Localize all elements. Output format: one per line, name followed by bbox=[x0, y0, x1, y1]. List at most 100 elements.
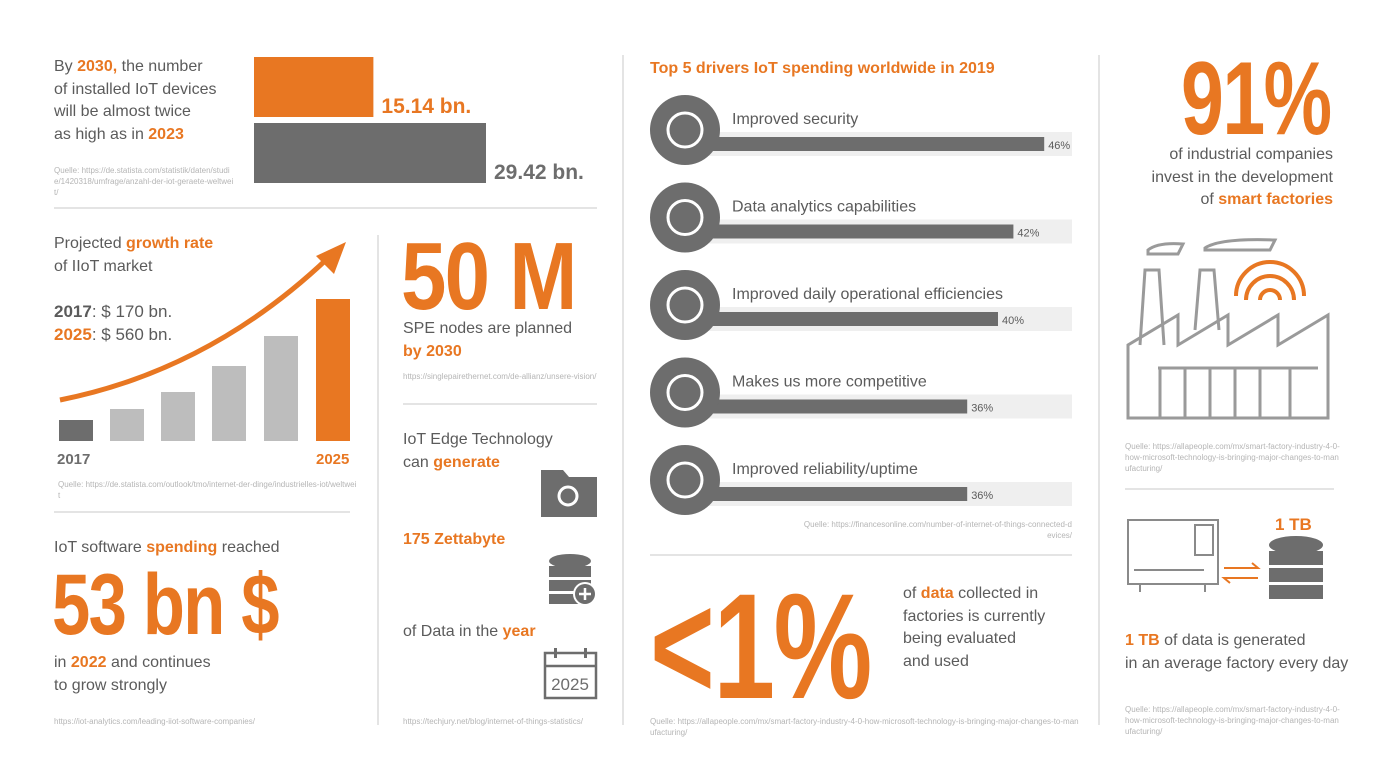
icon-shape bbox=[1269, 585, 1323, 599]
text-run: of Data in the bbox=[403, 623, 503, 640]
text-run: By bbox=[54, 58, 78, 75]
text-run: : $ 170 bn. bbox=[91, 302, 173, 321]
growth-illustration bbox=[59, 242, 350, 441]
text-run: year bbox=[502, 623, 536, 640]
edge-text: of Data in the year bbox=[403, 621, 536, 644]
terabyte-text: 1 TB of data is generated in an average f… bbox=[1125, 630, 1348, 675]
big-number: 53 bn $ bbox=[52, 557, 279, 653]
value-label: 42% bbox=[1017, 228, 1039, 240]
icon-shape bbox=[557, 485, 579, 507]
icon-shape bbox=[110, 409, 144, 441]
source: Quelle: https://allapeople.com/mx/smart-… bbox=[1125, 442, 1340, 473]
text-run: smart factories bbox=[1218, 191, 1333, 208]
text-run: IoT Edge Technology bbox=[403, 431, 553, 448]
text-run: of industrial companies bbox=[1169, 146, 1333, 163]
axis-label: 2025 bbox=[316, 451, 349, 468]
source: Quelle: https://allapeople.com/mx/smart-… bbox=[1125, 705, 1340, 736]
value-label: 46% bbox=[1048, 140, 1070, 152]
source: https://singlepairethernet.com/de-allian… bbox=[403, 372, 597, 381]
spending-text: in 2022 and continues to grow strongly bbox=[54, 652, 211, 697]
icon-shape bbox=[1221, 562, 1261, 584]
icon-shape bbox=[1234, 260, 1306, 301]
text-run: and used bbox=[903, 652, 969, 670]
text-run: of IIoT market bbox=[54, 257, 153, 275]
value-label: 36% bbox=[971, 490, 993, 502]
spe-text: SPE nodes are planned by 2030 bbox=[403, 318, 572, 363]
icon-shape bbox=[549, 580, 591, 591]
source: Quelle: https://financesonline.com/numbe… bbox=[803, 520, 1072, 540]
text-run: 2023 bbox=[148, 125, 184, 143]
bar bbox=[690, 312, 998, 326]
icon-shape bbox=[579, 588, 591, 600]
category-label: Improved security bbox=[732, 111, 858, 128]
icon-shape bbox=[1269, 536, 1323, 554]
text-run: spending bbox=[146, 539, 218, 556]
icon-shape bbox=[1269, 551, 1323, 565]
text-run: of installed IoT devices bbox=[54, 80, 217, 98]
text-run: data bbox=[920, 585, 954, 602]
category-label: Data analytics capabilities bbox=[732, 199, 916, 216]
text-run: being evaluated bbox=[903, 630, 1016, 647]
icon-circle bbox=[650, 270, 720, 340]
text-run: as high as in bbox=[54, 125, 149, 143]
factory-icon bbox=[1126, 238, 1330, 420]
category-label: Improved reliability/uptime bbox=[732, 461, 918, 478]
text-run: SPE nodes are planned bbox=[403, 320, 573, 337]
source: https://iot-analytics.com/leading-iiot-s… bbox=[54, 717, 255, 726]
calendar-year: 2025 bbox=[551, 675, 589, 694]
text-run: 1 TB bbox=[1125, 632, 1160, 649]
text-run: IoT software bbox=[54, 539, 147, 556]
text-run: reached bbox=[217, 539, 280, 556]
text-run: in an average factory every day bbox=[1125, 654, 1349, 672]
smart-text: of industrial companies invest in the dev… bbox=[1152, 144, 1333, 212]
icon-shape bbox=[1127, 519, 1219, 585]
terabyte-icons bbox=[1127, 519, 1323, 599]
bar bbox=[254, 123, 486, 183]
growth-text: Projected growth rate of IIoT market bbox=[54, 233, 213, 278]
icon-circle bbox=[650, 357, 720, 428]
source: Quelle: https://de.statista.com/statisti… bbox=[54, 166, 234, 197]
text-run: of data is generated bbox=[1159, 632, 1306, 649]
icon-glyph bbox=[666, 461, 704, 499]
icon-shape bbox=[59, 420, 93, 441]
text-run: Projected bbox=[54, 235, 127, 252]
icon-glyph bbox=[666, 199, 704, 236]
devices-text: By 2030, the number of installed IoT devi… bbox=[54, 56, 216, 146]
category-label: Improved daily operational efficiencies bbox=[732, 286, 1003, 303]
icon-shape bbox=[584, 648, 587, 658]
text-run: to grow strongly bbox=[54, 676, 167, 694]
category-label: Makes us more competitive bbox=[732, 374, 927, 391]
text-run: growth rate bbox=[126, 235, 214, 252]
growth-values: 2017: $ 170 bn. 2025: $ 560 bn. bbox=[54, 301, 172, 346]
edge-icons bbox=[541, 470, 598, 700]
value-label: 29.42 bn. bbox=[494, 161, 584, 184]
text-run: : $ 560 bn. bbox=[91, 324, 173, 344]
icon-circle bbox=[650, 445, 720, 515]
icon-shape bbox=[1146, 238, 1278, 256]
icon-shape bbox=[212, 366, 246, 441]
text-run: will be almost twice bbox=[54, 103, 191, 120]
icon-shape bbox=[1194, 524, 1214, 556]
value-label: 15.14 bn. bbox=[381, 95, 471, 118]
text-run: in bbox=[54, 654, 71, 671]
icon-shape bbox=[554, 648, 557, 658]
dividers bbox=[54, 55, 1334, 725]
icon-shape bbox=[549, 566, 591, 577]
text-run: 2030, bbox=[77, 58, 118, 75]
text-run: can bbox=[403, 453, 434, 471]
icon-shape bbox=[316, 242, 346, 274]
icon-shape bbox=[161, 392, 195, 441]
big-number: <1% bbox=[650, 562, 872, 730]
axis-label: 2017 bbox=[57, 451, 90, 468]
icon-shape bbox=[1138, 268, 1221, 346]
icon-circle bbox=[650, 182, 720, 253]
icon-shape bbox=[59, 256, 330, 403]
icon-shape bbox=[549, 554, 591, 568]
icon-shape bbox=[549, 594, 591, 604]
data-text: of data collected in factories is current… bbox=[903, 583, 1045, 673]
text-run: 2022 bbox=[70, 654, 107, 671]
bar bbox=[690, 399, 968, 414]
icon-glyph bbox=[666, 374, 704, 411]
